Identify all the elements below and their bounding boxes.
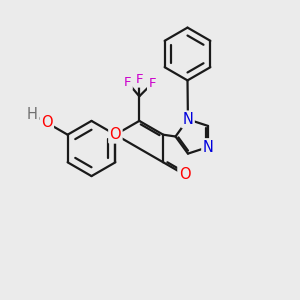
Text: O: O [110, 127, 121, 142]
Text: F: F [148, 77, 156, 90]
Text: O: O [41, 115, 52, 130]
Text: F: F [136, 73, 143, 86]
Text: O: O [179, 167, 190, 182]
Text: H: H [27, 107, 38, 122]
Text: F: F [124, 76, 131, 89]
Text: N: N [182, 112, 194, 127]
Text: N: N [202, 140, 214, 154]
